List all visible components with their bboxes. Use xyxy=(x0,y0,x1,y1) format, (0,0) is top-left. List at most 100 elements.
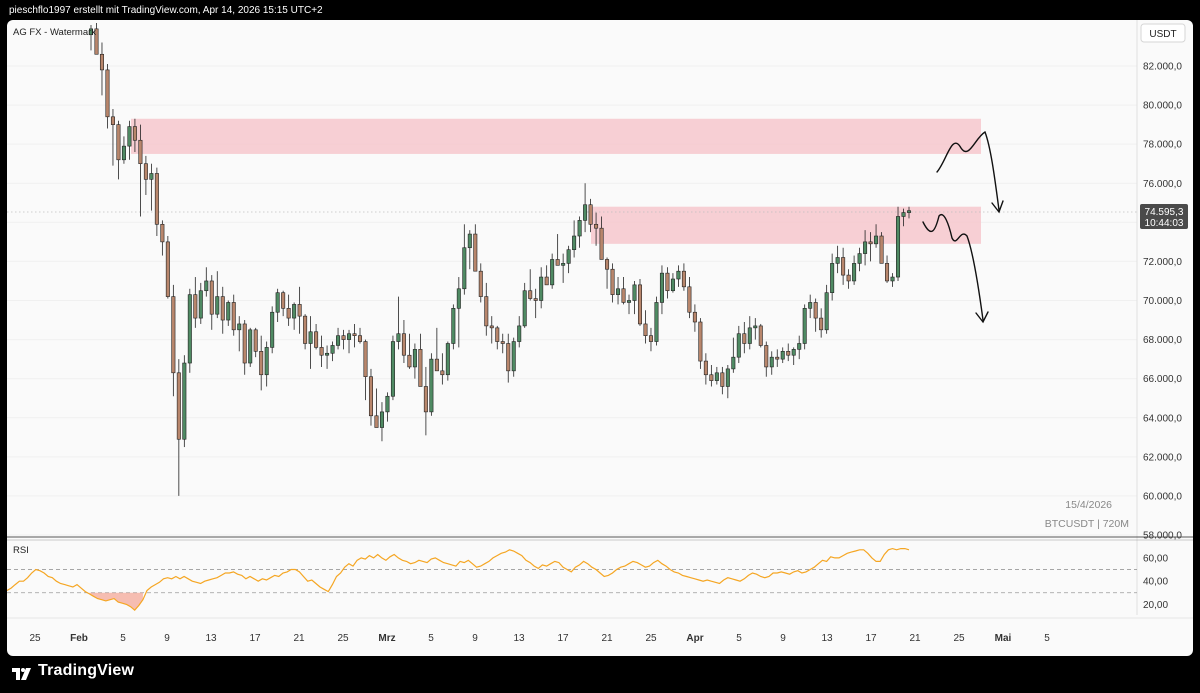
candle xyxy=(637,279,642,326)
candle xyxy=(401,320,406,364)
candle xyxy=(616,277,621,305)
price-tick-label: 58.000,0 xyxy=(1143,531,1182,542)
candle-body xyxy=(412,349,417,368)
candle-body xyxy=(539,276,544,301)
candle-body xyxy=(237,323,242,331)
candle-body xyxy=(270,311,275,348)
candle-body xyxy=(352,333,357,336)
candle xyxy=(572,220,577,258)
candle-body xyxy=(253,329,258,352)
candle xyxy=(385,392,390,422)
candle-body xyxy=(88,28,94,36)
candle xyxy=(275,288,280,322)
candle xyxy=(511,337,516,377)
candle-body xyxy=(791,349,796,356)
candle xyxy=(621,277,626,305)
candle xyxy=(176,359,181,496)
candle-body xyxy=(242,323,247,364)
candle xyxy=(171,284,176,397)
candle-body xyxy=(390,341,395,397)
candle-body xyxy=(780,351,785,360)
rsi-tick-label: 40,00 xyxy=(1143,577,1168,588)
rsi-scale[interactable]: 60,00 40,00 20,00 xyxy=(1143,553,1168,610)
candle xyxy=(852,255,857,285)
time-tick-label: 21 xyxy=(293,633,305,644)
candle-body xyxy=(506,343,511,372)
chart-canvas[interactable]: 82.000,080.000,078.000,076.000,074.000,0… xyxy=(7,20,1193,656)
candle xyxy=(110,108,115,166)
candle-body xyxy=(215,296,220,315)
candle-body xyxy=(857,253,862,264)
price-tick-label: 82.000,0 xyxy=(1143,62,1182,73)
time-axis[interactable]: 25 Feb 5 9 13 17 21 25 Mrz 5 9 13 17 21 25 Apr 5 9 13 17 21 2… xyxy=(29,633,1050,644)
candle-body xyxy=(330,345,335,354)
candle xyxy=(868,232,873,262)
candle xyxy=(473,224,478,272)
price-tick-label: 78.000,0 xyxy=(1143,140,1182,151)
candle xyxy=(259,335,264,391)
candle-body xyxy=(725,368,730,387)
candle-body xyxy=(204,280,209,292)
candle-body xyxy=(703,360,708,376)
candle xyxy=(352,323,357,348)
price-tick-label: 72.000,0 xyxy=(1143,257,1182,268)
time-tick-label: 13 xyxy=(513,633,525,644)
candle xyxy=(786,343,791,362)
currency-badge[interactable] xyxy=(1140,23,1186,43)
candle xyxy=(758,323,763,348)
candle xyxy=(182,355,187,448)
resistance-zone-upper-resistance xyxy=(131,118,981,154)
candle-body xyxy=(698,321,703,362)
candle xyxy=(500,333,505,354)
candle-body xyxy=(176,372,181,440)
candle xyxy=(901,208,906,227)
candle xyxy=(237,316,242,352)
price-scale[interactable]: 82.000,080.000,078.000,076.000,074.000,0… xyxy=(1143,62,1182,542)
time-tick-label: 25 xyxy=(337,633,349,644)
time-tick-label: 9 xyxy=(472,633,478,644)
candle-body xyxy=(193,294,198,319)
candle xyxy=(841,247,846,285)
time-tick-label: 9 xyxy=(780,633,786,644)
rsi-oversold-fill xyxy=(89,592,143,611)
candle-body xyxy=(319,347,324,356)
candle xyxy=(220,286,225,334)
candle-body xyxy=(885,263,890,282)
rsi-line xyxy=(7,547,910,612)
candle-body xyxy=(358,335,363,342)
candle xyxy=(445,341,450,381)
candle-body xyxy=(572,235,577,250)
candle-body xyxy=(901,212,906,217)
time-tick-label: 5 xyxy=(1044,633,1050,644)
candle-body xyxy=(138,139,143,165)
candle xyxy=(676,265,681,287)
candle xyxy=(423,366,428,436)
candle xyxy=(632,280,637,315)
candle xyxy=(495,325,500,350)
candle xyxy=(775,349,780,367)
candle-body xyxy=(264,347,269,376)
candle xyxy=(94,23,99,55)
candle-body xyxy=(874,235,879,245)
candle-body xyxy=(368,376,373,417)
candle xyxy=(577,216,582,248)
candle-body xyxy=(94,28,99,55)
candle xyxy=(896,206,901,281)
candle xyxy=(544,265,549,286)
candle-body xyxy=(165,241,170,297)
candle xyxy=(325,345,330,369)
candle xyxy=(681,263,686,291)
time-tick-label: 21 xyxy=(909,633,921,644)
time-tick-label: Mrz xyxy=(378,633,395,644)
candle-body xyxy=(896,216,901,278)
candle-body xyxy=(764,345,769,368)
candle xyxy=(654,296,659,346)
candle xyxy=(456,277,461,348)
candle-body xyxy=(462,247,467,290)
candle-body xyxy=(819,317,824,331)
candle-body xyxy=(594,223,599,229)
candle-body xyxy=(121,145,126,161)
candle xyxy=(714,366,719,385)
candle xyxy=(105,64,110,129)
candle-body xyxy=(890,276,895,282)
